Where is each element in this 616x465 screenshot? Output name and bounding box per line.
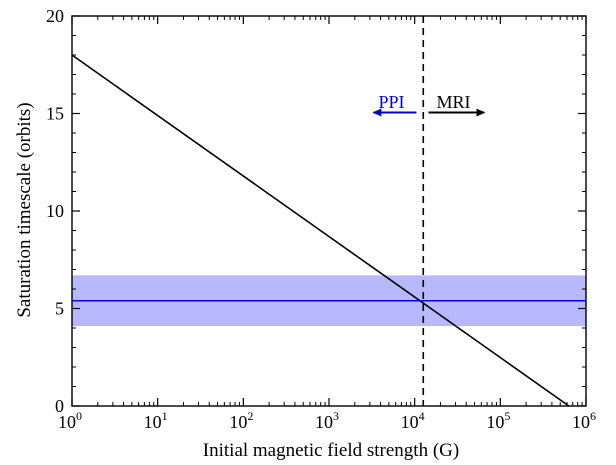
x-tick-label-exponent: 1 [162, 409, 168, 423]
x-tick-label-base: 10 [229, 412, 247, 432]
x-tick-label-base: 10 [58, 412, 76, 432]
x-tick-label: 101 [144, 409, 168, 432]
y-tick-label: 15 [46, 104, 64, 124]
x-tick-label-exponent: 5 [504, 409, 510, 423]
x-tick-label: 100 [58, 409, 82, 432]
y-tick-label: 10 [46, 201, 64, 221]
x-axis-label: Initial magnetic field strength (G) [203, 440, 459, 461]
x-tick-label-base: 10 [315, 412, 333, 432]
x-tick-label-exponent: 0 [76, 409, 82, 423]
x-tick-label: 106 [572, 409, 596, 432]
x-tick-label: 105 [486, 409, 510, 432]
x-tick-label-base: 10 [486, 412, 504, 432]
x-tick-label: 103 [315, 409, 339, 432]
x-tick-label-base: 10 [572, 412, 590, 432]
y-tick-label: 20 [46, 6, 64, 26]
diagonal-line-series [71, 54, 570, 407]
x-tick-label: 102 [229, 409, 253, 432]
annotation-layer: PPI MRI [372, 92, 486, 117]
x-tick-label: 104 [401, 409, 425, 432]
x-tick-label-base: 10 [401, 412, 419, 432]
annotation-label-ppi: PPI [378, 92, 404, 112]
x-tick-label-exponent: 3 [333, 409, 339, 423]
y-tick-label: 5 [55, 299, 64, 319]
x-tick-label-base: 10 [144, 412, 162, 432]
annotation-label-mri: MRI [436, 92, 470, 112]
y-tick-label: 0 [55, 396, 64, 416]
plot-frame [71, 15, 587, 407]
series-layer [71, 16, 586, 407]
x-tick-label-exponent: 2 [247, 409, 253, 423]
y-axis-label: Saturation timescale (orbits) [14, 102, 35, 317]
x-tick-label-exponent: 6 [590, 409, 596, 423]
x-tick-label-exponent: 4 [419, 409, 425, 423]
